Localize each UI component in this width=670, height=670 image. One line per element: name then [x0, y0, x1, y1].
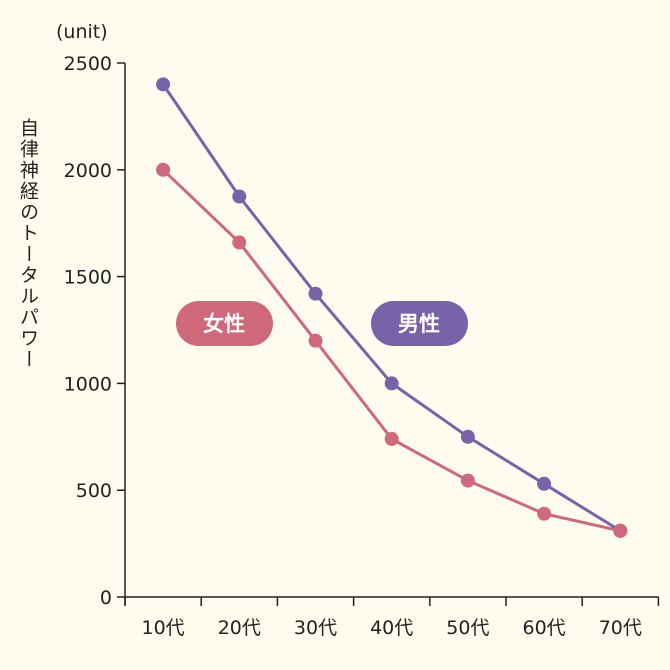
data-point: [308, 333, 323, 348]
x-tick-label: 60代: [523, 617, 566, 639]
y-tick-label: 500: [76, 480, 112, 502]
y-tick-label: 2000: [64, 160, 112, 182]
x-tick-label: 30代: [294, 617, 337, 639]
legend-pill: [176, 301, 273, 346]
data-point: [232, 235, 247, 250]
x-tick-label: 70代: [599, 617, 642, 639]
legend-label: 男性: [398, 312, 440, 336]
legend-pill: [371, 301, 468, 346]
data-point: [537, 506, 552, 521]
y-tick-label: 1000: [64, 373, 112, 395]
y-axis-label: 自律神経のトータルパワー: [17, 118, 39, 370]
legend: 女性 男性: [176, 301, 468, 346]
x-tick-label: 50代: [446, 617, 489, 639]
data-point: [460, 429, 475, 444]
data-point: [384, 376, 399, 391]
data-point: [537, 476, 552, 491]
data-point: [308, 286, 323, 301]
x-tick-label: 20代: [218, 617, 261, 639]
data-point: [156, 162, 171, 177]
data-point: [384, 431, 399, 446]
data-point: [460, 473, 475, 488]
unit-label: (unit): [56, 21, 108, 43]
data-point: [156, 77, 171, 92]
series-line-女性: [162, 168, 621, 533]
axes: 0 500 1000 1500 2000 2500 10代 20代 30代 40代 50代 60代 70…: [64, 53, 660, 639]
legend-label: 女性: [203, 312, 245, 336]
x-tick-label: 40代: [370, 617, 413, 639]
data-point: [232, 189, 247, 204]
y-tick-label: 2500: [64, 53, 112, 75]
data-point: [613, 523, 628, 538]
x-tick-label: 10代: [142, 617, 185, 639]
y-tick-label: 0: [100, 587, 112, 609]
y-tick-label: 1500: [64, 267, 112, 289]
series-group: [156, 77, 628, 538]
